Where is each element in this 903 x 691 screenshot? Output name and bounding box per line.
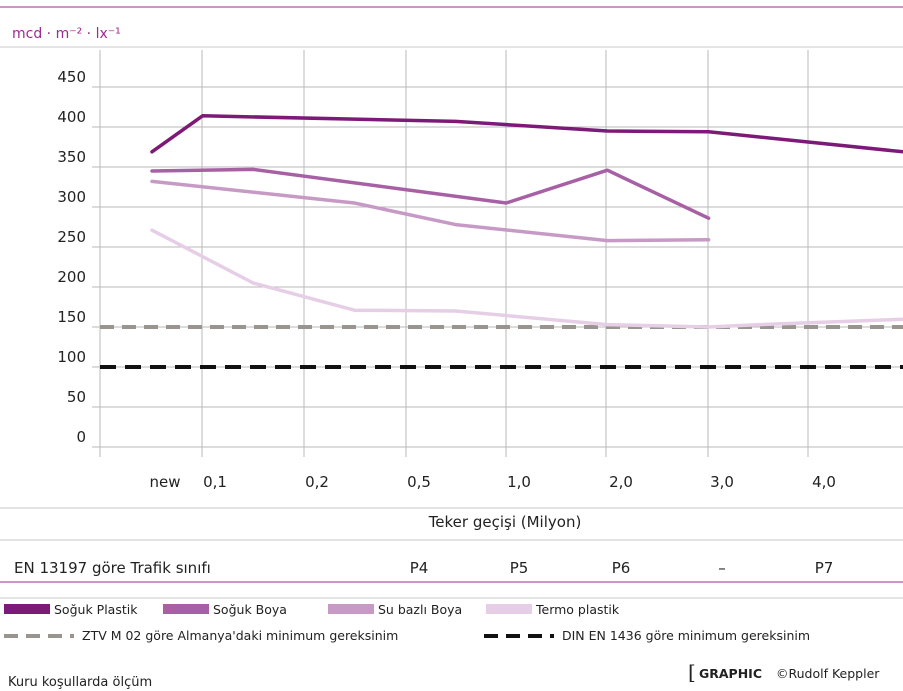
legend-label-3: Termo plastik <box>535 602 620 617</box>
legend-swatch-0 <box>4 604 50 614</box>
traffic-class-values: P4 P5 P6 – P7 <box>410 559 834 577</box>
legend-swatch-2 <box>328 604 374 614</box>
credit: [ GRAPHIC ©Rudolf Keppler <box>688 660 880 684</box>
y-tick-250: 250 <box>57 228 86 246</box>
y-axis-unit: mcd · m⁻² · lx⁻¹ <box>12 26 121 42</box>
traffic-class-3: P4 <box>410 559 429 577</box>
x-tick-1: 0,1 <box>203 473 227 491</box>
y-tick-350: 350 <box>57 148 86 166</box>
legend-swatch-3 <box>486 604 532 614</box>
credit-graphic: GRAPHIC <box>699 666 762 681</box>
y-tick-200: 200 <box>57 268 86 286</box>
y-tick-0: 0 <box>76 428 86 446</box>
y-tick-50: 50 <box>67 388 86 406</box>
x-axis-label: Teker geçişi (Milyon) <box>428 513 582 531</box>
grid <box>92 50 903 457</box>
credit-author: ©Rudolf Keppler <box>776 666 880 681</box>
traffic-class-6: – <box>718 559 726 577</box>
series-line-2 <box>150 179 711 243</box>
legend: Soğuk Plastik Soğuk Boya Su bazlı Boya Term… <box>4 602 810 643</box>
y-tick-labels: 0 50 100 150 200 250 300 350 400 450 <box>57 68 86 446</box>
legend-ref-label-0: ZTV M 02 göre Almanya'daki minimum gerek… <box>82 628 398 643</box>
y-tick-400: 400 <box>57 108 86 126</box>
credit-bracket: [ <box>688 660 696 684</box>
series-group <box>150 114 903 329</box>
traffic-class-5: P6 <box>612 559 631 577</box>
legend-ref-label-1: DIN EN 1436 göre minimum gereksinim <box>562 628 810 643</box>
legend-label-2: Su bazlı Boya <box>378 602 462 617</box>
x-tick-5: 2,0 <box>609 473 633 491</box>
x-tick-labels: new 0,1 0,2 0,5 1,0 2,0 3,0 4,0 <box>149 473 835 491</box>
y-tick-450: 450 <box>57 68 86 86</box>
x-tick-0: new <box>149 473 180 491</box>
traffic-class-7: P7 <box>815 559 834 577</box>
traffic-class-label: EN 13197 göre Trafik sınıfı <box>14 559 211 577</box>
legend-label-0: Soğuk Plastik <box>54 602 138 617</box>
series-line-1 <box>150 167 711 220</box>
reference-lines <box>100 325 903 369</box>
traffic-class-4: P5 <box>510 559 529 577</box>
x-tick-3: 0,5 <box>407 473 431 491</box>
y-tick-100: 100 <box>57 348 86 366</box>
x-tick-6: 3,0 <box>710 473 734 491</box>
measurement-note: Kuru koşullarda ölçüm <box>8 675 152 690</box>
series-line-3 <box>150 228 903 329</box>
series-line-0 <box>150 114 903 154</box>
legend-label-1: Soğuk Boya <box>213 602 287 617</box>
legend-swatch-1 <box>163 604 209 614</box>
y-tick-300: 300 <box>57 188 86 206</box>
y-tick-150: 150 <box>57 308 86 326</box>
x-tick-7: 4,0 <box>812 473 836 491</box>
x-tick-4: 1,0 <box>507 473 531 491</box>
x-tick-2: 0,2 <box>305 473 329 491</box>
